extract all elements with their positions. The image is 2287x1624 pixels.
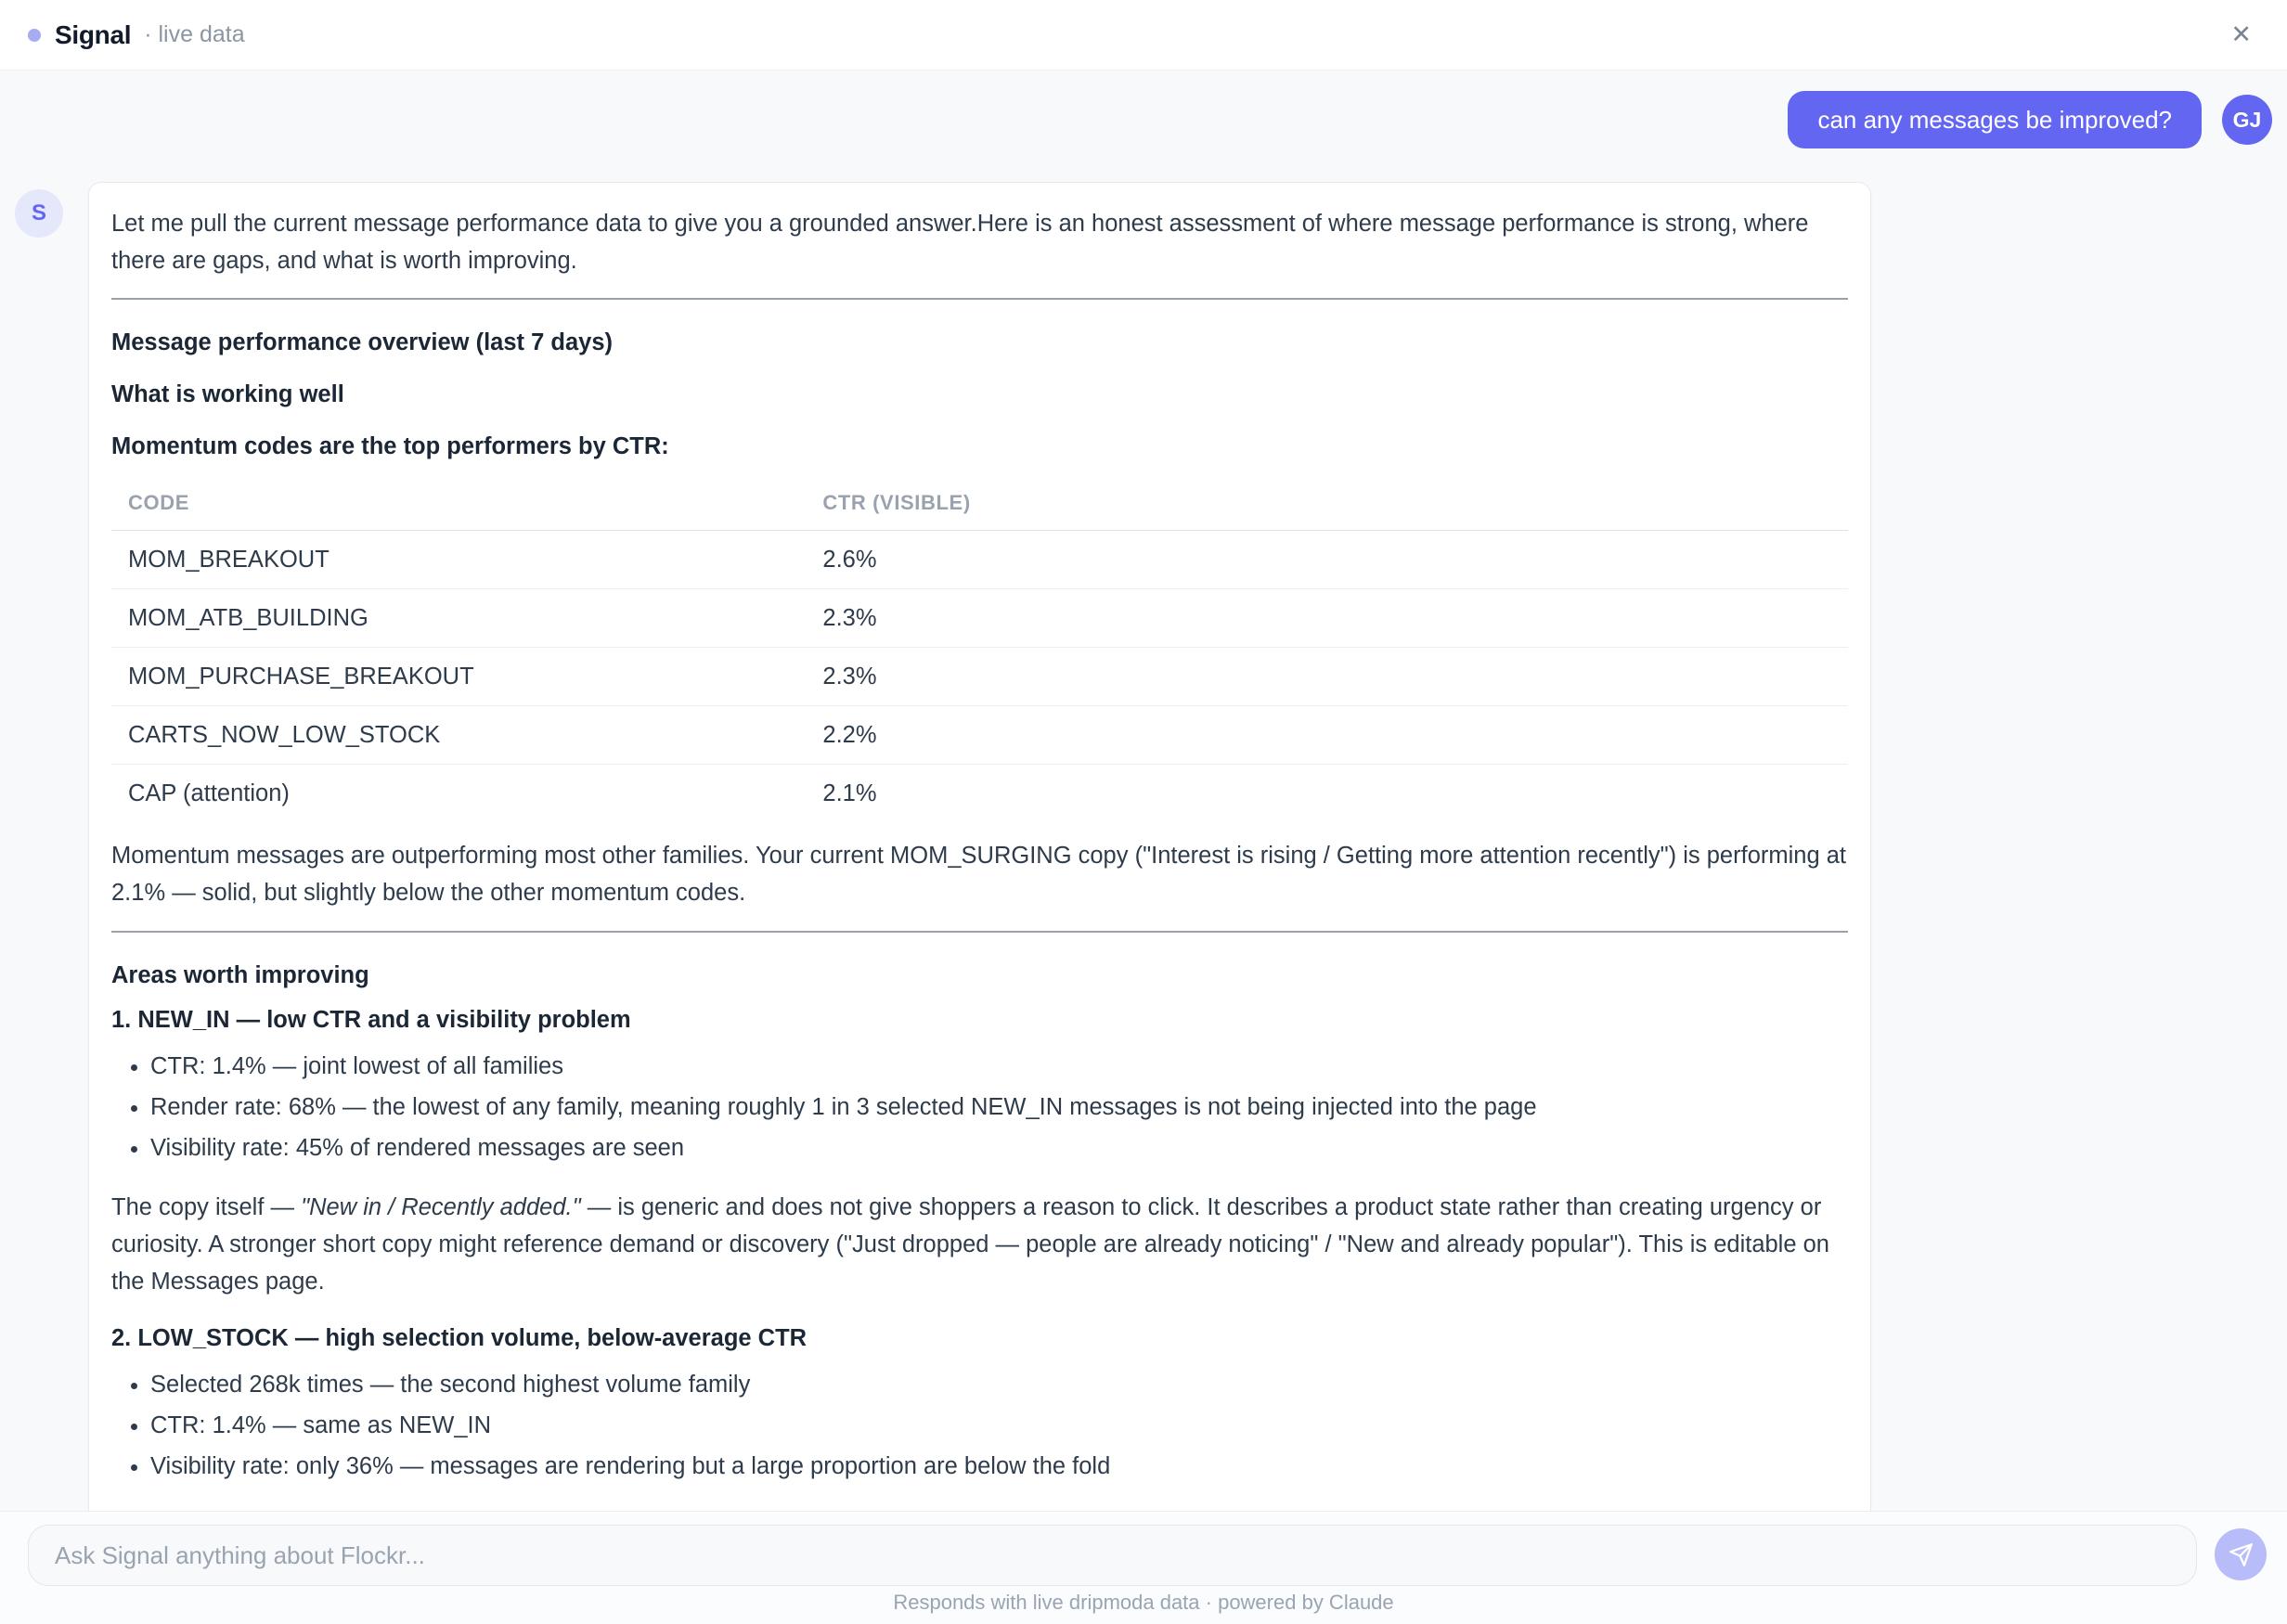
code-cell: MOM_PURCHASE_BREAKOUT — [111, 647, 807, 706]
assistant-message-row: S Let me pull the current message perfor… — [0, 182, 2287, 1511]
ctr-table-header-row: CODE CTR (VISIBLE) — [111, 480, 1848, 531]
ctr-cell: 2.6% — [806, 530, 1848, 589]
app-title: Signal — [55, 19, 132, 49]
bullet-item: Visibility rate: 45% of rendered message… — [150, 1129, 1848, 1166]
divider — [111, 931, 1848, 933]
intro-paragraph: Let me pull the current message performa… — [111, 211, 1809, 274]
ctr-table: CODE CTR (VISIBLE) MOM_BREAKOUT 2.6% MOM… — [111, 480, 1848, 822]
section1-heading: 1. NEW_IN — low CTR and a visibility pro… — [111, 1007, 631, 1033]
section1-paragraph-end: — is generic and does not give shoppers … — [111, 1194, 1829, 1295]
ctr-cell: 2.1% — [822, 780, 877, 806]
section1-paragraph: The copy itself — "New in / Recently add… — [111, 1189, 1848, 1300]
user-avatar: GJ — [2222, 95, 2272, 145]
paper-plane-icon — [2229, 1542, 2253, 1566]
areas-heading: Areas worth improving — [111, 962, 369, 988]
divider — [111, 298, 1848, 300]
ctr-cell: 2.3% — [806, 588, 1848, 648]
table-row: MOM_PURCHASE_BREAKOUT 2.3% — [111, 647, 1848, 706]
table-row: CARTS_NOW_LOW_STOCK 2.2% — [111, 705, 1848, 765]
ctr-cell: 2.3% — [806, 647, 1848, 706]
titlebar: Signal · live data ✕ — [0, 0, 2287, 71]
code-cell: CAP (attention) — [128, 780, 290, 806]
section1-bullet-list: CTR: 1.4% — joint lowest of all families… — [111, 1048, 1848, 1166]
section2-bullet-list: Selected 268k times — the second highest… — [111, 1366, 1848, 1485]
bullet-item: CTR: 1.4% — joint lowest of all families — [150, 1048, 1848, 1085]
user-message-row: can any messages be improved? GJ — [0, 91, 2287, 148]
assistant-message-card: Let me pull the current message performa… — [88, 182, 1871, 1511]
code-cell: CARTS_NOW_LOW_STOCK — [111, 705, 807, 765]
ctr-table-head: CODE CTR (VISIBLE) — [111, 480, 1848, 531]
bullet-item: Visibility rate: only 36% — messages are… — [150, 1448, 1848, 1485]
section2-heading: 2. LOW_STOCK — high selection volume, be… — [111, 1325, 808, 1351]
send-button[interactable] — [2215, 1528, 2267, 1580]
table-row: CAP (attention) 2.1% — [111, 765, 1848, 823]
assistant-avatar: S — [15, 189, 63, 238]
col-header-ctr: CTR (VISIBLE) — [806, 480, 1848, 531]
overview-heading: Message performance overview (last 7 day… — [111, 329, 613, 355]
col-header-code: CODE — [111, 480, 807, 531]
composer-bar: Responds with live dripmoda data · power… — [0, 1511, 2287, 1624]
momentum-heading: Momentum codes are the top performers by… — [111, 433, 669, 459]
momentum-paragraph: Momentum messages are outperforming most… — [111, 843, 1846, 906]
code-cell: MOM_ATB_BUILDING — [111, 588, 807, 648]
working-well-heading: What is working well — [111, 381, 344, 407]
live-data-label: · live data — [144, 21, 245, 47]
ctr-cell: 2.2% — [806, 705, 1848, 765]
bullet-item: Selected 268k times — the second highest… — [150, 1366, 1848, 1403]
section1-paragraph-start: The copy itself — — [111, 1194, 302, 1220]
user-message-bubble: can any messages be improved? — [1788, 91, 2202, 148]
bullet-item: CTR: 1.4% — same as NEW_IN — [150, 1407, 1848, 1444]
footer-note: Responds with live dripmoda data · power… — [893, 1591, 1394, 1614]
status-dot-icon — [28, 28, 41, 42]
bullet-item: Render rate: 68% — the lowest of any fam… — [150, 1089, 1848, 1126]
chat-scroll-area[interactable]: can any messages be improved? GJ S Let m… — [0, 71, 2287, 1511]
code-cell: MOM_BREAKOUT — [111, 530, 807, 589]
section1-paragraph-italic: "New in / Recently added." — [301, 1194, 581, 1220]
message-input[interactable] — [28, 1525, 2197, 1586]
ctr-table-body: MOM_BREAKOUT 2.6% MOM_ATB_BUILDING 2.3% … — [111, 530, 1848, 823]
table-row: MOM_ATB_BUILDING 2.3% — [111, 588, 1848, 648]
close-icon[interactable]: ✕ — [2223, 19, 2259, 51]
table-row: MOM_BREAKOUT 2.6% — [111, 530, 1848, 589]
